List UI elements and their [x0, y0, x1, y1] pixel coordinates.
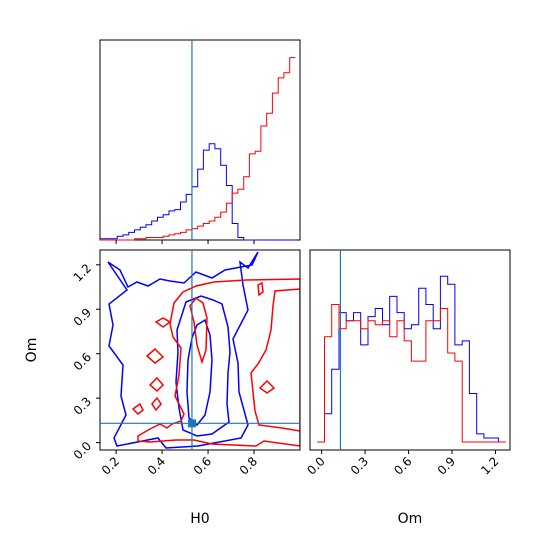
- contour-y-tick-label: 1.2: [71, 261, 94, 284]
- contour-x-tick-label: 0.8: [237, 454, 260, 477]
- red-contour-island-7: [258, 379, 276, 394]
- contour-y-tick-label: 0.3: [71, 394, 94, 417]
- contour-x-tick-label: 0.4: [145, 454, 168, 477]
- contour-y-tick-label: 0.9: [71, 305, 94, 328]
- h0-histogram-series-1: [100, 143, 296, 241]
- red-contour-outer: [137, 278, 300, 447]
- red-contour-island-4: [145, 347, 165, 364]
- panel-h0-om-contours-truth: [100, 250, 300, 450]
- y-axis-label-om: Om: [24, 338, 40, 363]
- x-axis-label-h0: H0: [190, 511, 209, 527]
- contour-truth-marker: [187, 419, 196, 428]
- contour-x-tick-label: 0.6: [191, 454, 214, 477]
- panel-h0-om-contours: 0.2 0.4 0.6 0.8 0.0 0.3 0.6 0.9 1.2: [71, 249, 301, 478]
- om-x-tick-label: 0.3: [348, 454, 371, 477]
- x-axis-label-om: Om: [398, 511, 423, 527]
- panel-h0-histogram-frame: [99, 39, 301, 241]
- panel-h0-histogram: [99, 39, 301, 244]
- panel-h0-histogram-ticks: [115, 240, 255, 244]
- red-contour-inner-center: [189, 296, 208, 365]
- om-x-tick-label: 1.2: [478, 454, 501, 477]
- red-contour-island-2: [151, 396, 162, 412]
- panel-om-histogram-ticks: 0.0 0.3 0.6 0.9 1.2: [304, 450, 502, 478]
- om-x-tick-label: 0.6: [391, 454, 414, 477]
- panel-om-histogram: 0.0 0.3 0.6 0.9 1.2: [304, 249, 511, 478]
- red-contour-island-5: [154, 317, 172, 328]
- contour-y-tick-label: 0.0: [71, 439, 94, 462]
- contour-x-tick-label: 0.2: [99, 454, 122, 477]
- om-histogram-series-2: [317, 304, 506, 443]
- blue-contour-inner: [186, 318, 213, 427]
- panel-om-histogram-plot: [317, 250, 506, 450]
- blue-contour-outer: [107, 251, 259, 449]
- red-contour-inner-right: [250, 288, 300, 432]
- panel-om-histogram-frame: [309, 249, 511, 451]
- blue-contour-middle: [175, 295, 231, 437]
- red-contour-island-1: [131, 402, 144, 416]
- om-x-tick-label: 0.9: [435, 454, 458, 477]
- panel-h0-histogram-plot: [100, 40, 296, 241]
- contour-y-tick-label: 0.6: [71, 350, 94, 373]
- panel-h0-om-contours-plot: [107, 251, 300, 449]
- h0-histogram-series-2: [100, 57, 296, 241]
- om-x-tick-label: 0.0: [304, 454, 327, 477]
- red-contour-island-3: [148, 376, 165, 393]
- panel-h0-om-contours-frame: [99, 249, 301, 451]
- red-contour-island-6: [257, 281, 264, 297]
